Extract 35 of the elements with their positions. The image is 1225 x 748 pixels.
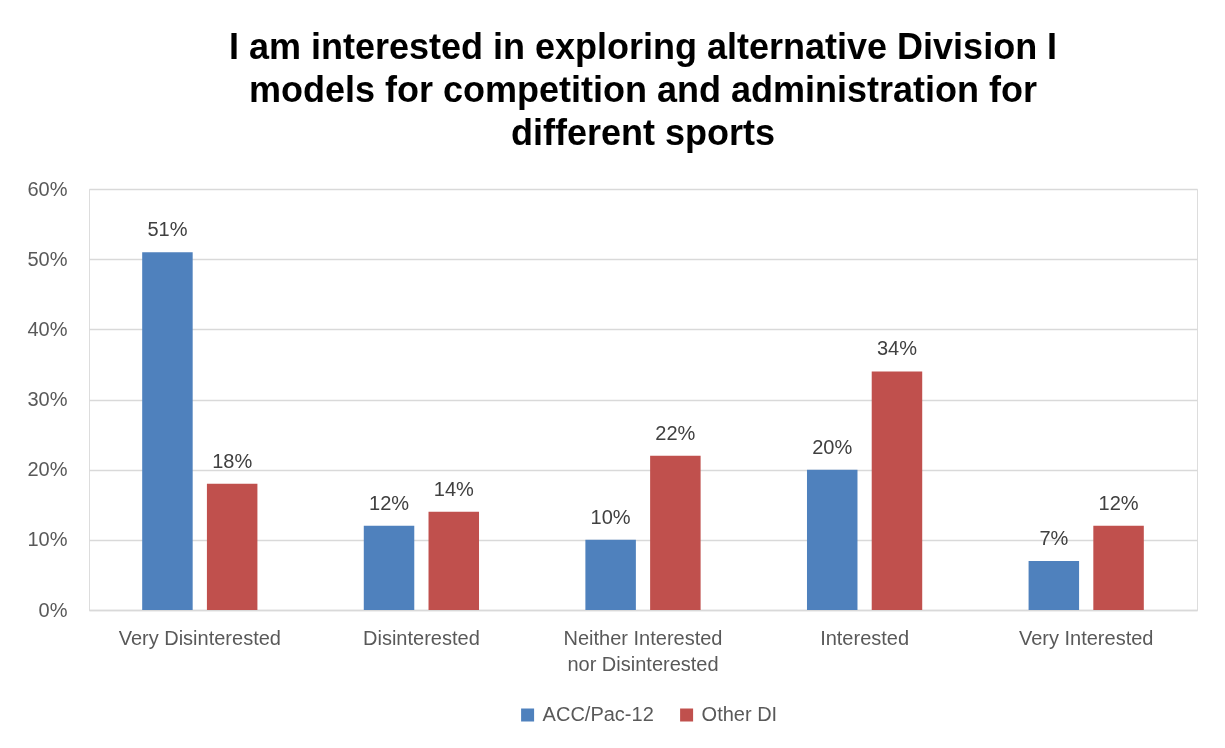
data-label: 20%: [812, 435, 853, 458]
x-tick-label: Very Disinterested: [118, 626, 281, 649]
bar: [1093, 525, 1144, 610]
bar: [585, 539, 636, 610]
data-label: 7%: [1039, 526, 1069, 549]
data-label: 12%: [369, 491, 410, 514]
bar: [871, 371, 923, 610]
bar: [806, 469, 858, 610]
y-tick-label: 20%: [27, 458, 68, 481]
data-label: 22%: [655, 421, 696, 444]
x-tick-label: Neither Interested nor Disinterested: [563, 626, 723, 675]
y-tick-label: 60%: [27, 177, 68, 200]
data-label: 12%: [1098, 491, 1139, 514]
chart-title: I am interested in exploring alternative Division I models for competition and administration for different sports: [228, 26, 1058, 153]
data-label: 34%: [876, 337, 918, 360]
y-tick-label: 40%: [27, 317, 68, 340]
y-tick-label: 0%: [38, 598, 68, 621]
bar: [1028, 560, 1080, 610]
data-label: 10%: [590, 505, 631, 528]
data-label: 51%: [147, 218, 188, 241]
bar: [142, 252, 193, 610]
bar: [650, 455, 701, 610]
bar: [428, 511, 480, 610]
legend-label: ACC/Pac-12: [542, 703, 654, 725]
y-tick-label: 50%: [27, 247, 68, 270]
data-label: 14%: [433, 477, 474, 500]
legend-label: Other DI: [701, 703, 778, 725]
y-tick-label: 10%: [27, 528, 68, 551]
x-tick-label: Very Interested: [1018, 626, 1154, 649]
x-tick-label: Interested: [820, 626, 910, 649]
data-label: 18%: [212, 449, 253, 472]
x-tick-label: Disinterested: [363, 626, 480, 649]
bar: [206, 483, 258, 610]
bar: [363, 525, 415, 610]
y-tick-label: 30%: [27, 388, 68, 410]
